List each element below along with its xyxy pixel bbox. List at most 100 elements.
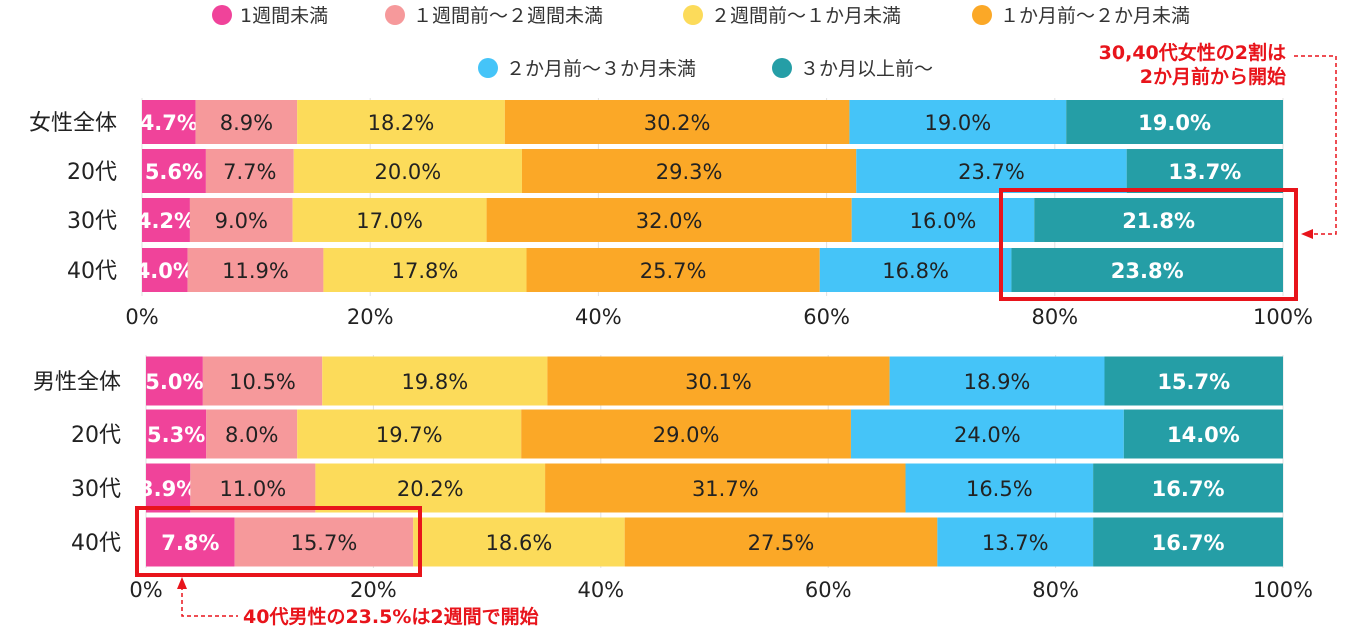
legend-item: ３か月以上前～ — [772, 58, 933, 80]
bar-segment — [146, 409, 207, 459]
bar-segment — [142, 100, 196, 144]
category-label: 40代 — [71, 531, 121, 556]
bar-row: 40代 4.0% 11.9% 17.8% 25.7% 16.8% 23.8% — [67, 248, 1283, 292]
data-label: 15.7% — [291, 531, 358, 555]
annotation-male: 40代男性の23.5%は2週間で開始 — [243, 605, 539, 628]
category-label: 20代 — [67, 160, 117, 185]
legend-item: １か月前～２か月未満 — [972, 5, 1190, 27]
annotation-leader-female — [1294, 55, 1337, 235]
data-label: 8.9% — [220, 111, 273, 135]
bar-segment — [889, 356, 1105, 406]
x-tick-label: 0% — [129, 578, 162, 602]
annotation-female: 30,40代女性の2割は 2か月前から開始 — [1099, 41, 1286, 88]
data-label: 13.7% — [1168, 160, 1241, 184]
category-label: 30代 — [71, 477, 121, 502]
bar-segment — [142, 248, 188, 292]
data-label: 5.0% — [145, 370, 203, 394]
bar-segment — [146, 356, 203, 406]
bar-segment — [624, 517, 938, 567]
bar-row: 女性全体 4.7% 8.9% 18.2% 30.2% 19.0% 19.0% — [29, 100, 1283, 144]
legend-swatch — [385, 5, 405, 25]
bar-segment — [297, 100, 505, 144]
data-label: 5.3% — [147, 423, 205, 447]
bar-segment — [545, 463, 906, 513]
highlight-box-female-30-40 — [999, 188, 1298, 301]
data-label: 16.5% — [966, 477, 1033, 501]
bar-segment — [486, 198, 852, 242]
data-label: 29.3% — [656, 160, 723, 184]
chart-female: 女性全体 4.7% 8.9% 18.2% 30.2% 19.0% 19.0% 20代 5.6% 7… — [29, 98, 1313, 329]
data-label: 20.0% — [374, 160, 441, 184]
bar-segment — [521, 409, 851, 459]
data-label: 32.0% — [636, 209, 703, 233]
x-tick-label: 40% — [577, 578, 624, 602]
x-tick-label: 100% — [1253, 305, 1313, 329]
data-label: 19.7% — [376, 423, 443, 447]
data-label: 4.7% — [140, 111, 198, 135]
data-label: 4.2% — [137, 209, 195, 233]
bar-segment — [323, 248, 527, 292]
data-label: 7.8% — [161, 531, 219, 555]
bar-segment — [1034, 198, 1283, 242]
bar-segment — [189, 198, 293, 242]
x-tick-label: 20% — [350, 578, 397, 602]
bar-segment — [504, 100, 850, 144]
highlight-box-male-40 — [135, 506, 422, 577]
bar-segment — [322, 356, 548, 406]
legend-item: ２か月前～３か月未満 — [478, 58, 696, 80]
bar-segment — [293, 149, 522, 193]
data-label: 29.0% — [653, 423, 720, 447]
legend-label: １週間前～２週間未満 — [413, 5, 603, 27]
bar-segment — [1011, 248, 1283, 292]
category-label: 女性全体 — [29, 111, 117, 136]
data-label: 16.8% — [882, 259, 949, 283]
data-label: 14.0% — [1167, 423, 1240, 447]
legend-swatch — [683, 5, 703, 25]
bar-segment — [1093, 463, 1283, 513]
x-tick-label: 60% — [803, 305, 850, 329]
data-label: 19.0% — [1138, 111, 1211, 135]
data-label: 23.7% — [958, 160, 1025, 184]
bar-segment — [1126, 149, 1283, 193]
data-label: 19.0% — [924, 111, 991, 135]
data-label: 10.5% — [229, 370, 296, 394]
bar-segment — [413, 517, 625, 567]
data-label: 8.0% — [225, 423, 278, 447]
bar-row: 40代 7.8% 15.7% 18.6% 27.5% 13.7% 16.7% — [71, 517, 1283, 567]
data-label: 3.9% — [139, 477, 197, 501]
bar-row: 20代 5.6% 7.7% 20.0% 29.3% 23.7% 13.7% — [67, 149, 1283, 193]
legend-label: ２週間前～１か月未満 — [711, 5, 901, 27]
data-label: 17.8% — [392, 259, 459, 283]
data-label: 5.6% — [145, 160, 203, 184]
category-label: 40代 — [67, 259, 117, 284]
data-label: 18.6% — [486, 531, 553, 555]
bar-segment — [905, 463, 1094, 513]
bar-segment — [146, 517, 235, 567]
annotations: 30,40代女性の2割は 2か月前から開始 40代男性の23.5%は2週間で開始 — [135, 41, 1337, 628]
data-label: 18.9% — [964, 370, 1031, 394]
bar-segment — [205, 149, 294, 193]
category-label: 男性全体 — [33, 370, 121, 395]
bar-row: 30代 3.9% 11.0% 20.2% 31.7% 16.5% 16.7% — [71, 463, 1283, 513]
data-label: 30.1% — [685, 370, 752, 394]
x-tick-label: 40% — [575, 305, 622, 329]
bar-segment — [850, 409, 1124, 459]
bar-segment — [142, 198, 190, 242]
legend-item: １週間前～２週間未満 — [385, 5, 603, 27]
x-tick-label: 80% — [1032, 578, 1079, 602]
legend-swatch — [478, 58, 498, 78]
bar-segment — [190, 463, 316, 513]
bar-segment — [849, 100, 1067, 144]
bar-segment — [526, 248, 820, 292]
arrow-icon — [1301, 229, 1313, 239]
data-label: 17.0% — [356, 209, 423, 233]
data-label: 16.0% — [910, 209, 977, 233]
bar-segment — [1066, 100, 1283, 144]
x-tick-label: 60% — [805, 578, 852, 602]
data-label: 21.8% — [1122, 209, 1195, 233]
data-label: 27.5% — [748, 531, 815, 555]
legend-swatch — [972, 5, 992, 25]
bar-row: 20代 5.3% 8.0% 19.7% 29.0% 24.0% 14.0% — [71, 409, 1283, 459]
data-label: 25.7% — [640, 259, 707, 283]
